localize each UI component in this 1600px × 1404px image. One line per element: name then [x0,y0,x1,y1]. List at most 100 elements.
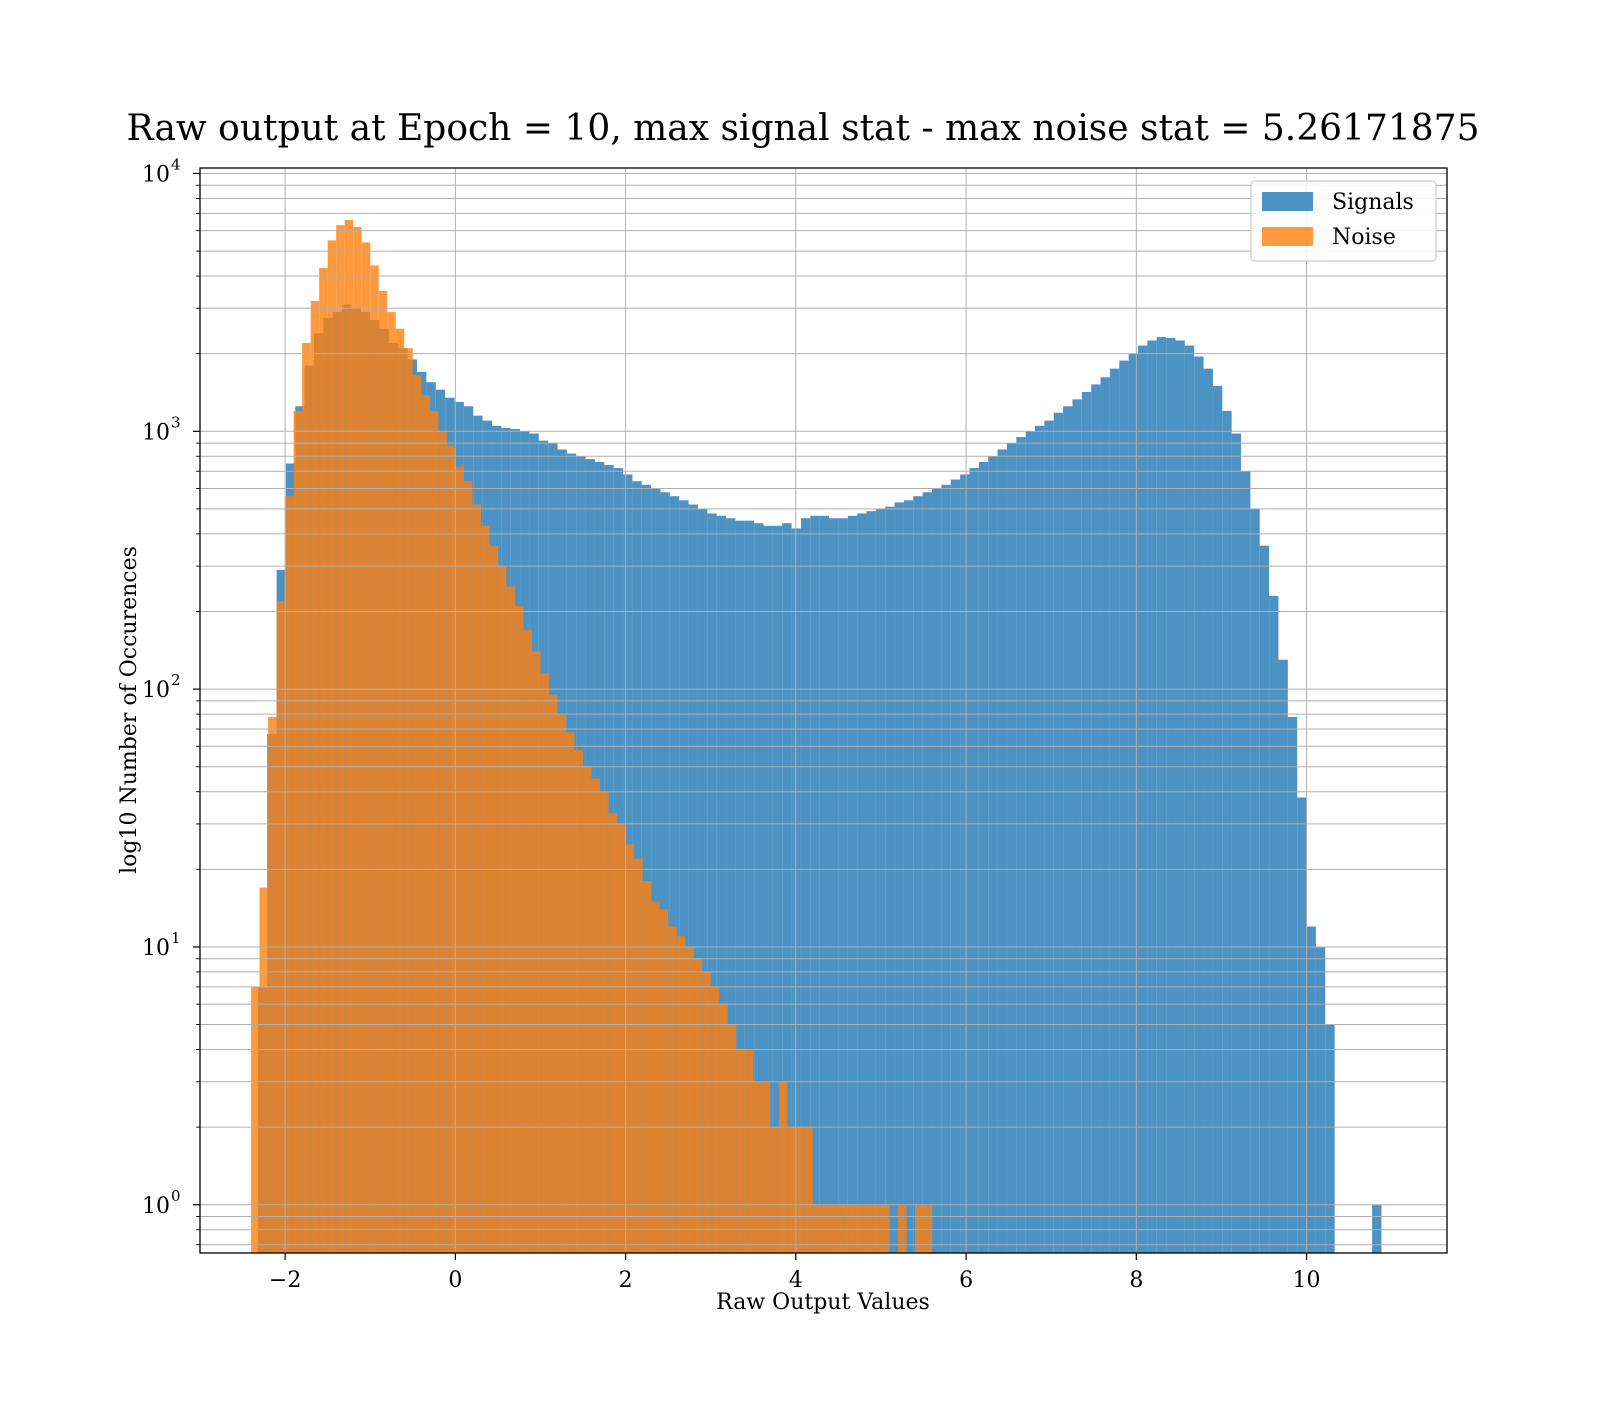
y-tick-label: 10 [142,162,170,187]
bar-signals [1091,384,1101,1253]
bar-noise [446,445,456,1253]
bar-noise [523,629,532,1253]
bar-signals [1081,392,1092,1253]
bar-noise [268,716,277,1253]
bar-noise [625,844,635,1253]
bar-noise [344,219,354,1253]
bar-noise [514,606,524,1253]
bar-signals [1250,508,1260,1253]
y-tick-exponent: 3 [171,413,181,431]
bar-noise [583,766,592,1253]
bar-signals [1166,338,1176,1253]
bar-signals [829,518,839,1253]
bar-noise [821,1204,830,1253]
bar-signals [1147,340,1157,1253]
grid-lines [200,168,1447,1253]
bar-noise [489,545,498,1253]
bar-noise [685,946,694,1253]
bar-noise [463,481,473,1253]
bar-noise [574,750,584,1253]
bar-signals [1072,399,1082,1253]
bar-noise [736,1049,745,1253]
bar-noise [404,348,413,1253]
bar-noise [353,226,362,1253]
bar-signals [697,508,708,1253]
legend-label-signals: Signals [1332,190,1414,215]
bar-noise [702,971,711,1253]
bar-noise [251,986,260,1253]
bar-signals [894,502,904,1253]
x-tick-label: 4 [789,1268,803,1293]
y-tick-label: 10 [142,678,170,703]
bar-noise [770,1127,779,1253]
bar-noise [872,1204,881,1253]
bar-noise [608,813,618,1253]
bar-signals [735,520,745,1253]
bar-noise [395,328,405,1253]
legend-swatch-signals [1262,192,1313,211]
bar-noise [497,566,507,1253]
y-tick-exponent: 1 [171,929,181,947]
bar-signals [1269,595,1279,1253]
bar-noise [276,600,286,1253]
bar-signals [1119,360,1129,1253]
bar-noise [548,694,558,1253]
bar-signals [810,515,820,1253]
bar-signals [1306,926,1316,1253]
bar-signals [651,488,661,1253]
bar-noise [761,1081,771,1253]
chart-legend: Signals Noise [1250,180,1437,262]
bar-noise [727,1024,737,1253]
bar-signals [1315,946,1326,1253]
bar-signals [1035,425,1045,1253]
bar-noise [915,1204,924,1253]
bar-noise [753,1081,762,1253]
bar-signals [838,518,848,1253]
histogram-bars [251,219,1382,1253]
x-tick-label: −2 [269,1268,301,1293]
bar-noise [480,525,490,1253]
y-axis-label: log10 Number of Occurences [117,546,142,874]
bar-noise [923,1204,933,1253]
bar-signals [950,479,961,1253]
bar-signals [875,508,886,1253]
bar-noise [651,901,660,1253]
bar-signals [726,518,736,1253]
bar-noise [421,395,430,1253]
y-tick-exponent: 4 [171,155,181,173]
bar-signals [1016,437,1026,1253]
bar-noise [880,1204,890,1253]
bar-signals [1156,337,1167,1253]
bar-noise [429,410,439,1253]
x-axis-ticks: −2 0 2 4 6 8 10 [269,1253,1321,1293]
bar-signals [1100,377,1110,1253]
bar-signals [763,525,773,1253]
bar-noise [540,673,549,1253]
bar-noise [591,778,601,1253]
bar-noise [531,651,541,1253]
x-tick-label: 6 [959,1268,973,1293]
bar-signals [819,515,830,1253]
bar-signals [1259,545,1270,1253]
bar-noise [668,926,677,1253]
x-tick-label: 8 [1129,1268,1143,1293]
y-tick-label: 10 [142,1194,170,1219]
y-tick-label: 10 [142,936,170,961]
bar-noise [438,431,447,1253]
plot-frame [199,167,1448,1254]
bar-signals [1138,345,1148,1253]
bar-signals [1184,345,1195,1253]
bar-noise [455,466,464,1253]
bar-noise [412,375,422,1253]
bar-signals [885,506,895,1253]
bar-noise [336,225,345,1253]
bar-signals [754,523,764,1253]
bar-noise [387,312,396,1253]
bar-noise [676,936,686,1253]
bar-noise [506,586,515,1253]
bar-noise [370,265,379,1253]
bar-noise [566,732,575,1253]
bar-signals [772,525,783,1253]
